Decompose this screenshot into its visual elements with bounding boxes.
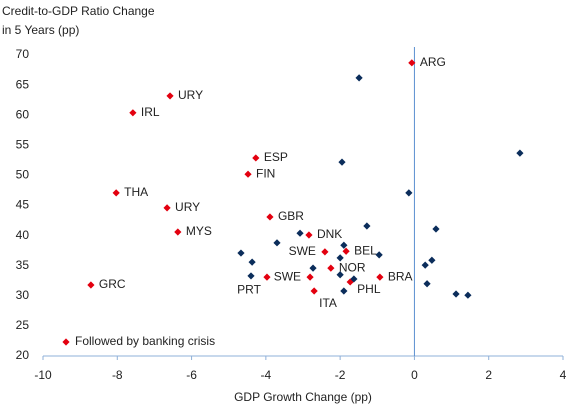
point-label: SWE xyxy=(274,269,301,283)
x-tick-label: 0 xyxy=(411,368,418,382)
point xyxy=(336,254,344,262)
y-tick-label: 65 xyxy=(16,77,30,91)
y-tick-label: 20 xyxy=(16,348,30,362)
point xyxy=(428,256,436,264)
y-tick-label: 25 xyxy=(16,318,30,332)
point-label: ITA xyxy=(319,296,337,310)
point-label: PHL xyxy=(357,282,381,296)
point xyxy=(112,189,120,197)
point xyxy=(346,278,354,286)
point xyxy=(129,109,137,117)
x-tick-label: 4 xyxy=(560,368,567,382)
point xyxy=(421,261,429,269)
point-label: BRA xyxy=(388,269,413,283)
point xyxy=(310,287,318,295)
x-tick-label: -4 xyxy=(261,368,272,382)
y-tick-label: 70 xyxy=(16,47,30,61)
x-tick-label: 2 xyxy=(485,368,492,382)
point-label: GBR xyxy=(278,209,304,223)
point-label: URY xyxy=(175,200,200,214)
y-tick-label: 55 xyxy=(16,137,30,151)
point-label: PRT xyxy=(237,282,261,296)
y-axis-title: in 5 Years (pp) xyxy=(2,23,79,37)
point xyxy=(166,92,174,100)
point xyxy=(263,273,271,281)
point xyxy=(266,213,274,221)
x-tick-label: -6 xyxy=(186,368,197,382)
x-tick-label: -8 xyxy=(112,368,123,382)
point xyxy=(244,170,252,178)
y-tick-label: 60 xyxy=(16,107,30,121)
point xyxy=(309,264,317,272)
point xyxy=(296,229,304,237)
point xyxy=(306,273,314,281)
point-label: NOR xyxy=(339,260,366,274)
point xyxy=(340,287,348,295)
y-tick-label: 35 xyxy=(16,258,30,272)
point xyxy=(273,239,281,247)
point xyxy=(305,231,313,239)
point-label: BEL xyxy=(354,243,377,257)
point xyxy=(327,264,335,272)
point-label: THA xyxy=(124,185,148,199)
y-axis-title: Credit-to-GDP Ratio Change xyxy=(2,4,155,18)
legend-label: Followed by banking crisis xyxy=(75,334,215,348)
point xyxy=(174,228,182,236)
x-tick-label: -10 xyxy=(34,368,52,382)
point-label: FIN xyxy=(256,166,275,180)
point xyxy=(376,273,384,281)
point xyxy=(350,275,358,283)
y-tick-label: 45 xyxy=(16,198,30,212)
point xyxy=(452,290,460,298)
x-tick-label: -2 xyxy=(335,368,346,382)
point xyxy=(247,272,255,280)
point-label: MYS xyxy=(186,224,212,238)
point xyxy=(432,225,440,233)
point-label: DNK xyxy=(317,227,342,241)
point xyxy=(163,204,171,212)
point xyxy=(252,154,260,162)
point xyxy=(355,74,363,82)
point-label: SWE xyxy=(289,244,316,258)
y-tick-label: 40 xyxy=(16,228,30,242)
point-label: IRL xyxy=(141,105,160,119)
point xyxy=(237,249,245,257)
y-tick-label: 30 xyxy=(16,288,30,302)
point xyxy=(342,247,350,255)
point xyxy=(375,251,383,259)
point-label: ESP xyxy=(264,150,288,164)
point xyxy=(87,281,95,289)
point xyxy=(464,291,472,299)
point xyxy=(405,189,413,197)
point-label: ARG xyxy=(420,55,446,69)
point-label: GRC xyxy=(99,277,126,291)
point xyxy=(340,241,348,249)
point-label: URY xyxy=(178,88,203,102)
point xyxy=(423,280,431,288)
y-tick-label: 50 xyxy=(16,168,30,182)
legend-marker xyxy=(62,338,70,346)
point xyxy=(363,222,371,230)
point xyxy=(408,59,416,67)
point xyxy=(338,158,346,166)
point xyxy=(321,248,329,256)
point xyxy=(336,271,344,279)
point xyxy=(516,149,524,157)
point xyxy=(248,258,256,266)
x-axis-title: GDP Growth Change (pp) xyxy=(234,390,372,404)
